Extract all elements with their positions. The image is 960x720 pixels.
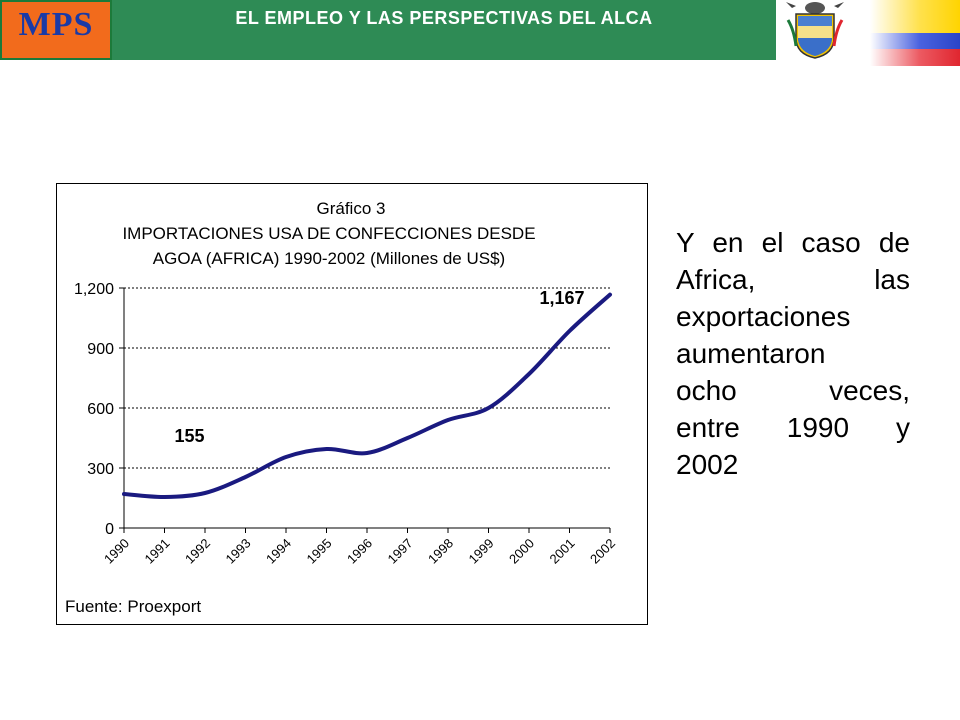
y-axis-ticks: 0 300 600 900 1,200: [74, 281, 124, 538]
x-tick-label: 1999: [466, 536, 497, 567]
x-tick-label: 1995: [304, 536, 335, 567]
data-label: 1,167: [540, 288, 585, 308]
series-line: [122, 292, 612, 500]
data-annotations: 155 1,167: [175, 288, 585, 446]
chart-title-line-2: IMPORTACIONES USA DE CONFECCIONES DESDE: [122, 224, 535, 243]
colombia-flag-icon: [870, 0, 960, 66]
page-title: EL EMPLEO Y LAS PERSPECTIVAS DEL ALCA: [235, 8, 653, 28]
x-tick-label: 1993: [223, 536, 254, 567]
side-text-line: Y en el caso de: [676, 227, 910, 258]
side-text-line: ocho veces,: [676, 375, 910, 406]
colombia-coat-of-arms-icon: [786, 2, 844, 59]
x-tick-label: 1991: [142, 536, 173, 567]
x-tick-label: 1998: [425, 536, 456, 567]
chart-title-line-3: AGOA (AFRICA) 1990-2002 (Millones de US$…: [153, 249, 505, 268]
gridlines: [124, 287, 610, 469]
data-label: 155: [175, 426, 205, 446]
chart-frame: Gráfico 3 IMPORTACIONES USA DE CONFECCIO…: [56, 183, 648, 625]
side-text-line: Africa, las: [676, 264, 910, 295]
y-tick-label: 600: [87, 401, 114, 418]
x-tick-label: 1992: [182, 536, 213, 567]
x-tick-label: 1996: [344, 536, 375, 567]
chart-source: Fuente: Proexport: [65, 597, 201, 616]
x-axis-ticks: 1990 1991 1992 1993 1994 1995 1996 1997 1998 1999…: [101, 528, 618, 567]
y-tick-label: 900: [87, 341, 114, 358]
x-tick-label: 1994: [263, 536, 294, 567]
x-tick-label: 1990: [101, 536, 132, 567]
y-tick-label: 1,200: [74, 281, 114, 298]
side-text-line: entre 1990 y: [676, 412, 910, 443]
mps-logo-text: MPS: [18, 6, 94, 43]
side-description: Y en el caso de Africa, las exportaciones a…: [676, 224, 910, 483]
side-text-line: aumentaron: [676, 338, 826, 369]
x-tick-label: 2001: [547, 536, 578, 567]
side-text-line: 2002: [676, 449, 739, 480]
side-text-line: exportaciones: [676, 301, 851, 332]
x-tick-label: 2000: [506, 536, 537, 567]
x-tick-label: 2002: [587, 536, 618, 567]
y-tick-label: 300: [87, 461, 114, 478]
chart-title-line-1: Gráfico 3: [317, 199, 386, 218]
line-chart: Gráfico 3 IMPORTACIONES USA DE CONFECCIO…: [65, 199, 618, 616]
y-tick-label: 0: [105, 521, 114, 538]
x-tick-label: 1997: [385, 536, 416, 567]
header-title-bar: EL EMPLEO Y LAS PERSPECTIVAS DEL ALCA: [112, 0, 776, 60]
mps-logo: MPS: [0, 0, 112, 60]
